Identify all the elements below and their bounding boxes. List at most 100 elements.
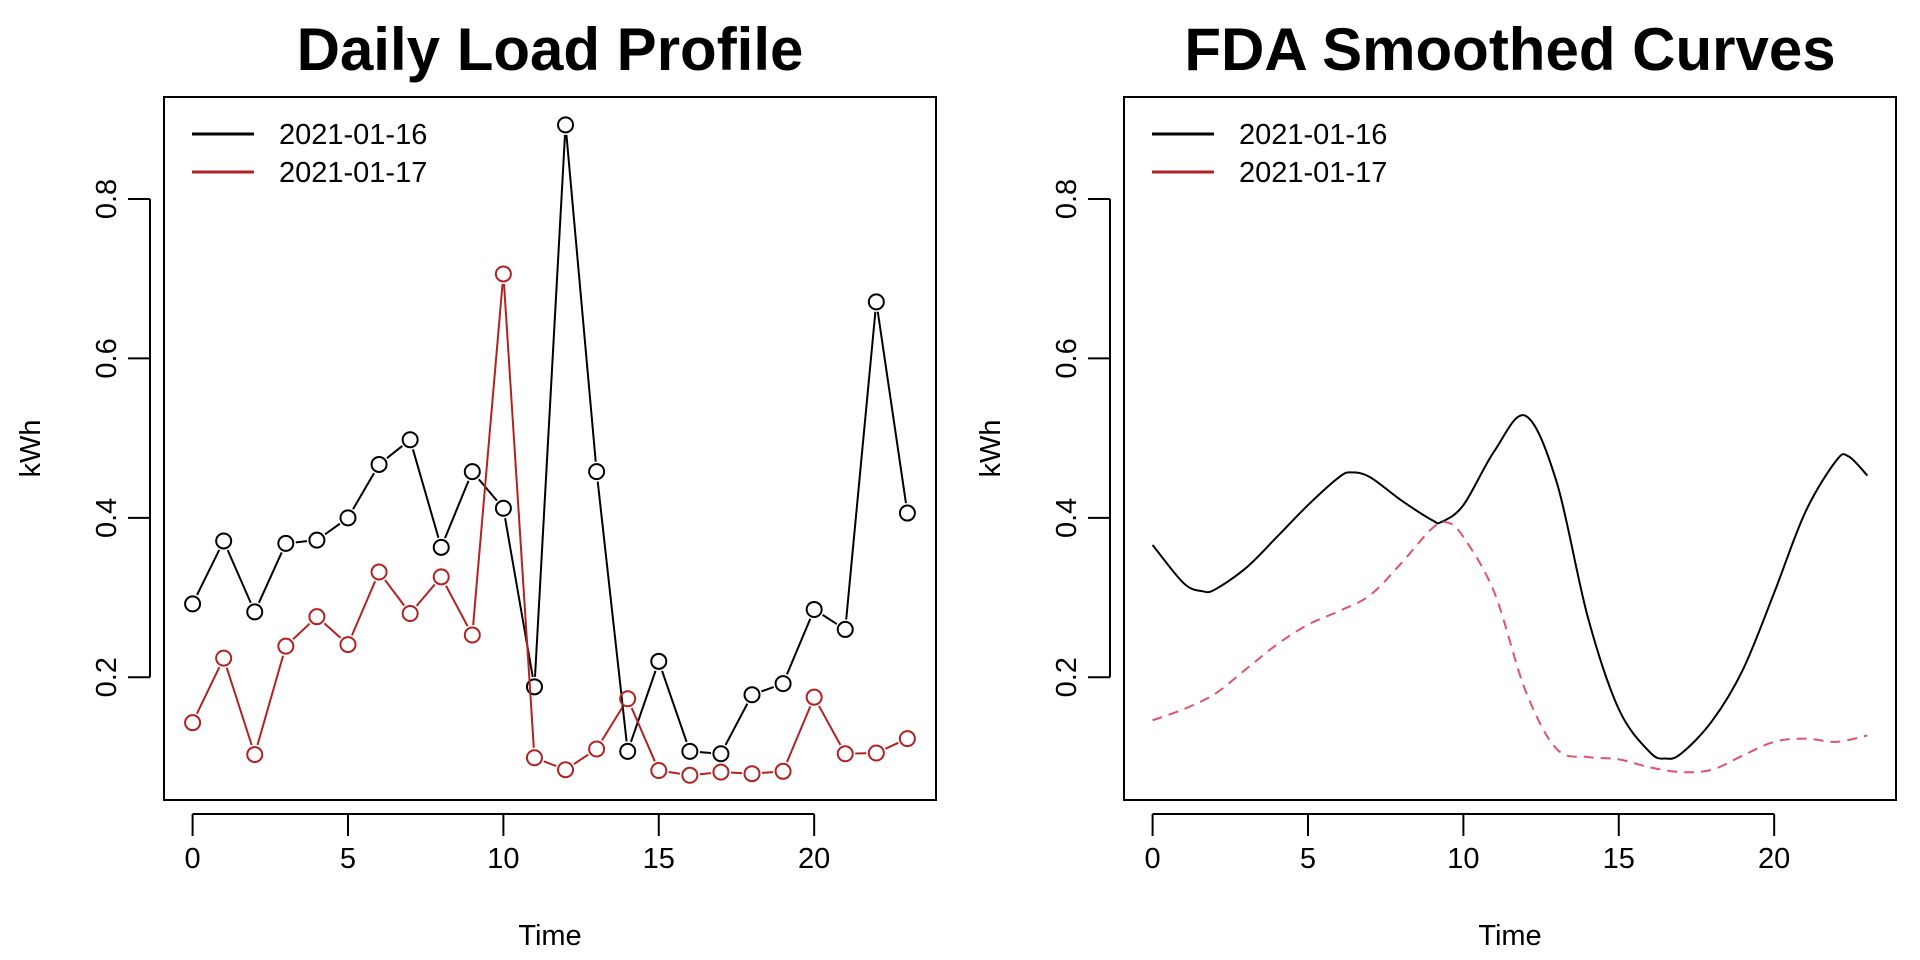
data-point <box>494 499 512 517</box>
smoothed-curve <box>1152 520 1868 774</box>
x-axis-label: Time <box>1478 920 1541 952</box>
line-segment <box>661 670 688 743</box>
line-segment <box>384 579 405 607</box>
line-segment <box>351 580 377 636</box>
line-segment <box>699 772 712 776</box>
line-segment <box>786 706 812 763</box>
line-segment <box>324 522 341 536</box>
data-point <box>774 675 792 693</box>
data-point <box>743 765 761 783</box>
data-point <box>774 762 792 780</box>
data-point <box>836 620 854 638</box>
data-point <box>898 730 916 748</box>
data-point <box>277 637 295 655</box>
data-point <box>650 652 668 670</box>
line-segment <box>630 670 657 743</box>
line-segment <box>845 311 877 620</box>
legend: 2021-01-16 2021-01-17 <box>192 119 427 189</box>
y-tick-label: 0.6 <box>91 338 123 378</box>
data-point <box>215 649 233 667</box>
x-tick-label: 0 <box>1145 843 1161 875</box>
x-tick-label: 0 <box>185 843 201 875</box>
legend-label: 2021-01-17 <box>279 157 427 189</box>
data-point <box>867 293 885 311</box>
data-point <box>215 532 233 550</box>
line-segment <box>573 753 589 765</box>
panel-daily-load-profile: Daily Load Profile 0 5 10 15 20 0.2 0.4 0.6 0.8 Ti… <box>15 16 937 952</box>
x-tick-label: 20 <box>798 843 830 875</box>
data-point <box>401 604 419 622</box>
line-segment <box>323 622 342 639</box>
y-tick-label: 0.8 <box>1051 179 1083 219</box>
x-tick-label: 10 <box>1447 843 1479 875</box>
data-point <box>619 742 637 760</box>
x-tick-label: 10 <box>487 843 519 875</box>
data-point <box>898 504 916 522</box>
data-point <box>650 762 668 780</box>
legend-label: 2021-01-16 <box>279 119 427 151</box>
data-point <box>246 746 264 764</box>
data-point <box>463 626 481 644</box>
line-segment <box>196 666 221 715</box>
legend: 2021-01-16 2021-01-17 <box>1152 119 1387 189</box>
series-2021-01-17 <box>1152 520 1868 774</box>
y-tick-label: 0.2 <box>91 657 123 697</box>
line-segment <box>472 283 504 626</box>
line-segment <box>257 552 283 604</box>
y-tick-label: 0.2 <box>1051 657 1083 697</box>
line-segment <box>352 472 375 510</box>
data-point <box>246 603 264 621</box>
line-segment <box>292 622 311 641</box>
y-tick-label: 0.4 <box>91 498 123 538</box>
x-tick-label: 5 <box>1300 843 1316 875</box>
line-segment <box>724 703 749 746</box>
line-segment <box>196 549 221 596</box>
y-tick-label: 0.4 <box>1051 498 1083 538</box>
line-segment <box>761 771 774 774</box>
line-segment <box>884 741 899 750</box>
panel-fda-smoothed-curves: FDA Smoothed Curves 0 5 10 15 20 0.2 0.4 0.6 0.8 T… <box>975 16 1897 952</box>
line-segment <box>415 583 436 607</box>
data-point <box>525 678 543 696</box>
series-2021-01-16 <box>1151 414 1869 760</box>
data-point <box>619 690 637 708</box>
x-tick-label: 20 <box>1758 843 1790 875</box>
line-segment <box>543 760 557 768</box>
series-2021-01-16 <box>184 116 916 763</box>
data-point <box>432 538 450 556</box>
legend-label: 2021-01-16 <box>1239 119 1387 151</box>
line-segment <box>478 478 498 502</box>
data-point <box>432 568 450 586</box>
data-point <box>805 688 823 706</box>
plot-frame <box>163 96 937 801</box>
line-segment <box>601 706 624 742</box>
x-tick-label: 15 <box>1603 843 1635 875</box>
series-2021-01-17 <box>184 265 916 784</box>
data-point <box>805 601 823 619</box>
data-point <box>743 686 761 704</box>
data-point <box>588 740 606 758</box>
data-point <box>184 714 202 732</box>
data-point <box>277 534 295 552</box>
data-point <box>867 744 885 762</box>
line-segment <box>786 618 812 675</box>
y-axis-label: kWh <box>975 420 1007 478</box>
line-segment <box>386 445 403 460</box>
data-point <box>308 531 326 549</box>
data-point <box>681 742 699 760</box>
data-point <box>681 766 699 784</box>
data-point <box>525 749 543 767</box>
data-point <box>712 745 730 763</box>
data-point <box>370 563 388 581</box>
line-segment <box>565 134 597 462</box>
data-point <box>401 431 419 449</box>
plot-frame <box>1123 96 1897 801</box>
data-point <box>308 608 326 626</box>
data-point <box>339 636 357 654</box>
data-point <box>463 463 481 481</box>
chart-title: FDA Smoothed Curves <box>1184 16 1835 83</box>
x-tick-label: 15 <box>643 843 675 875</box>
data-point <box>588 463 606 481</box>
line-segment <box>876 311 907 504</box>
